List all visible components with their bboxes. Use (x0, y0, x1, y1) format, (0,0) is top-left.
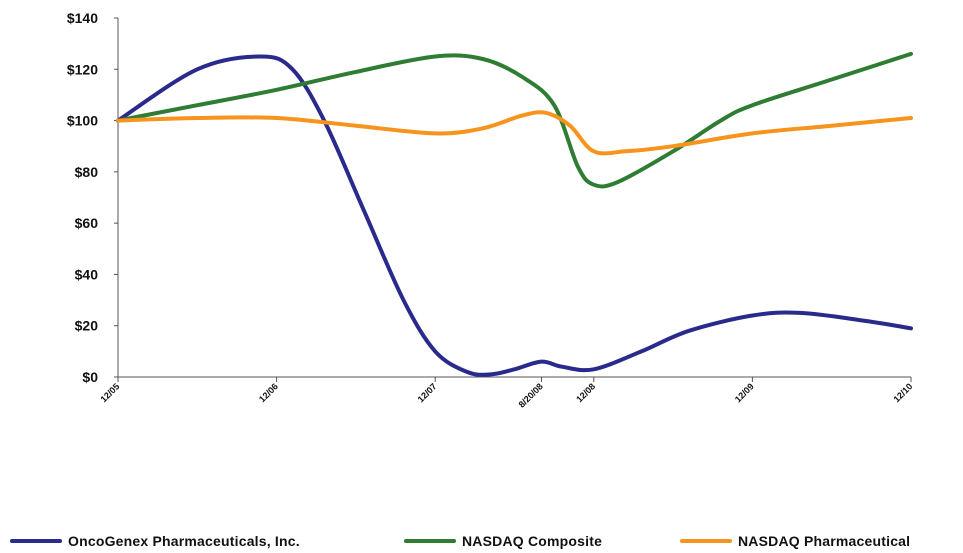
y-tick-label: $120 (67, 61, 98, 77)
series-lines (116, 51, 913, 377)
y-tick-label: $20 (75, 318, 99, 334)
series-line-nasdaq-pharmaceutical (116, 110, 913, 156)
x-axis: 12/05 12/06 12/07 8/20/08 12/08 12/09 12/10 (98, 376, 914, 410)
series-line-oncogenex-pharmaceuticals-inc (116, 54, 913, 377)
x-tick-label: 12/07 (416, 381, 439, 404)
y-tick-label: $80 (75, 164, 99, 180)
legend-item-nasdaq-composite: NASDAQ Composite (404, 532, 602, 550)
legend-swatch-oncogenex (10, 539, 62, 543)
x-tick-label: 12/08 (574, 381, 597, 404)
legend-swatch-nasdaq-composite (404, 539, 456, 543)
y-axis: $0 $20 $40 $60 $80 $100 $120 $140 (67, 10, 119, 385)
series-line-nasdaq-composite (116, 51, 913, 189)
legend-item-nasdaq-pharmaceutical: NASDAQ Pharmaceutical (680, 532, 910, 550)
legend-label-nasdaq-pharmaceutical: NASDAQ Pharmaceutical (738, 533, 911, 549)
legend: OncoGenex Pharmaceuticals, Inc. NASDAQ C… (0, 532, 963, 550)
y-tick-label: $140 (67, 10, 98, 26)
legend-label-oncogenex: OncoGenex Pharmaceuticals, Inc. (68, 533, 300, 549)
x-tick-label: 12/10 (891, 381, 914, 404)
x-tick-label: 8/20/08 (517, 381, 545, 409)
y-tick-label: $100 (67, 113, 98, 129)
y-tick-label: $40 (75, 266, 99, 282)
x-tick-label: 12/05 (98, 381, 121, 404)
legend-swatch-nasdaq-pharmaceutical (680, 539, 732, 543)
x-tick-label: 12/09 (733, 381, 756, 404)
y-tick-label: $60 (75, 215, 99, 231)
legend-item-oncogenex: OncoGenex Pharmaceuticals, Inc. (10, 532, 300, 550)
legend-label-nasdaq-composite: NASDAQ Composite (462, 533, 603, 549)
x-tick-label: 12/06 (257, 381, 280, 404)
y-tick-label: $0 (82, 369, 98, 385)
